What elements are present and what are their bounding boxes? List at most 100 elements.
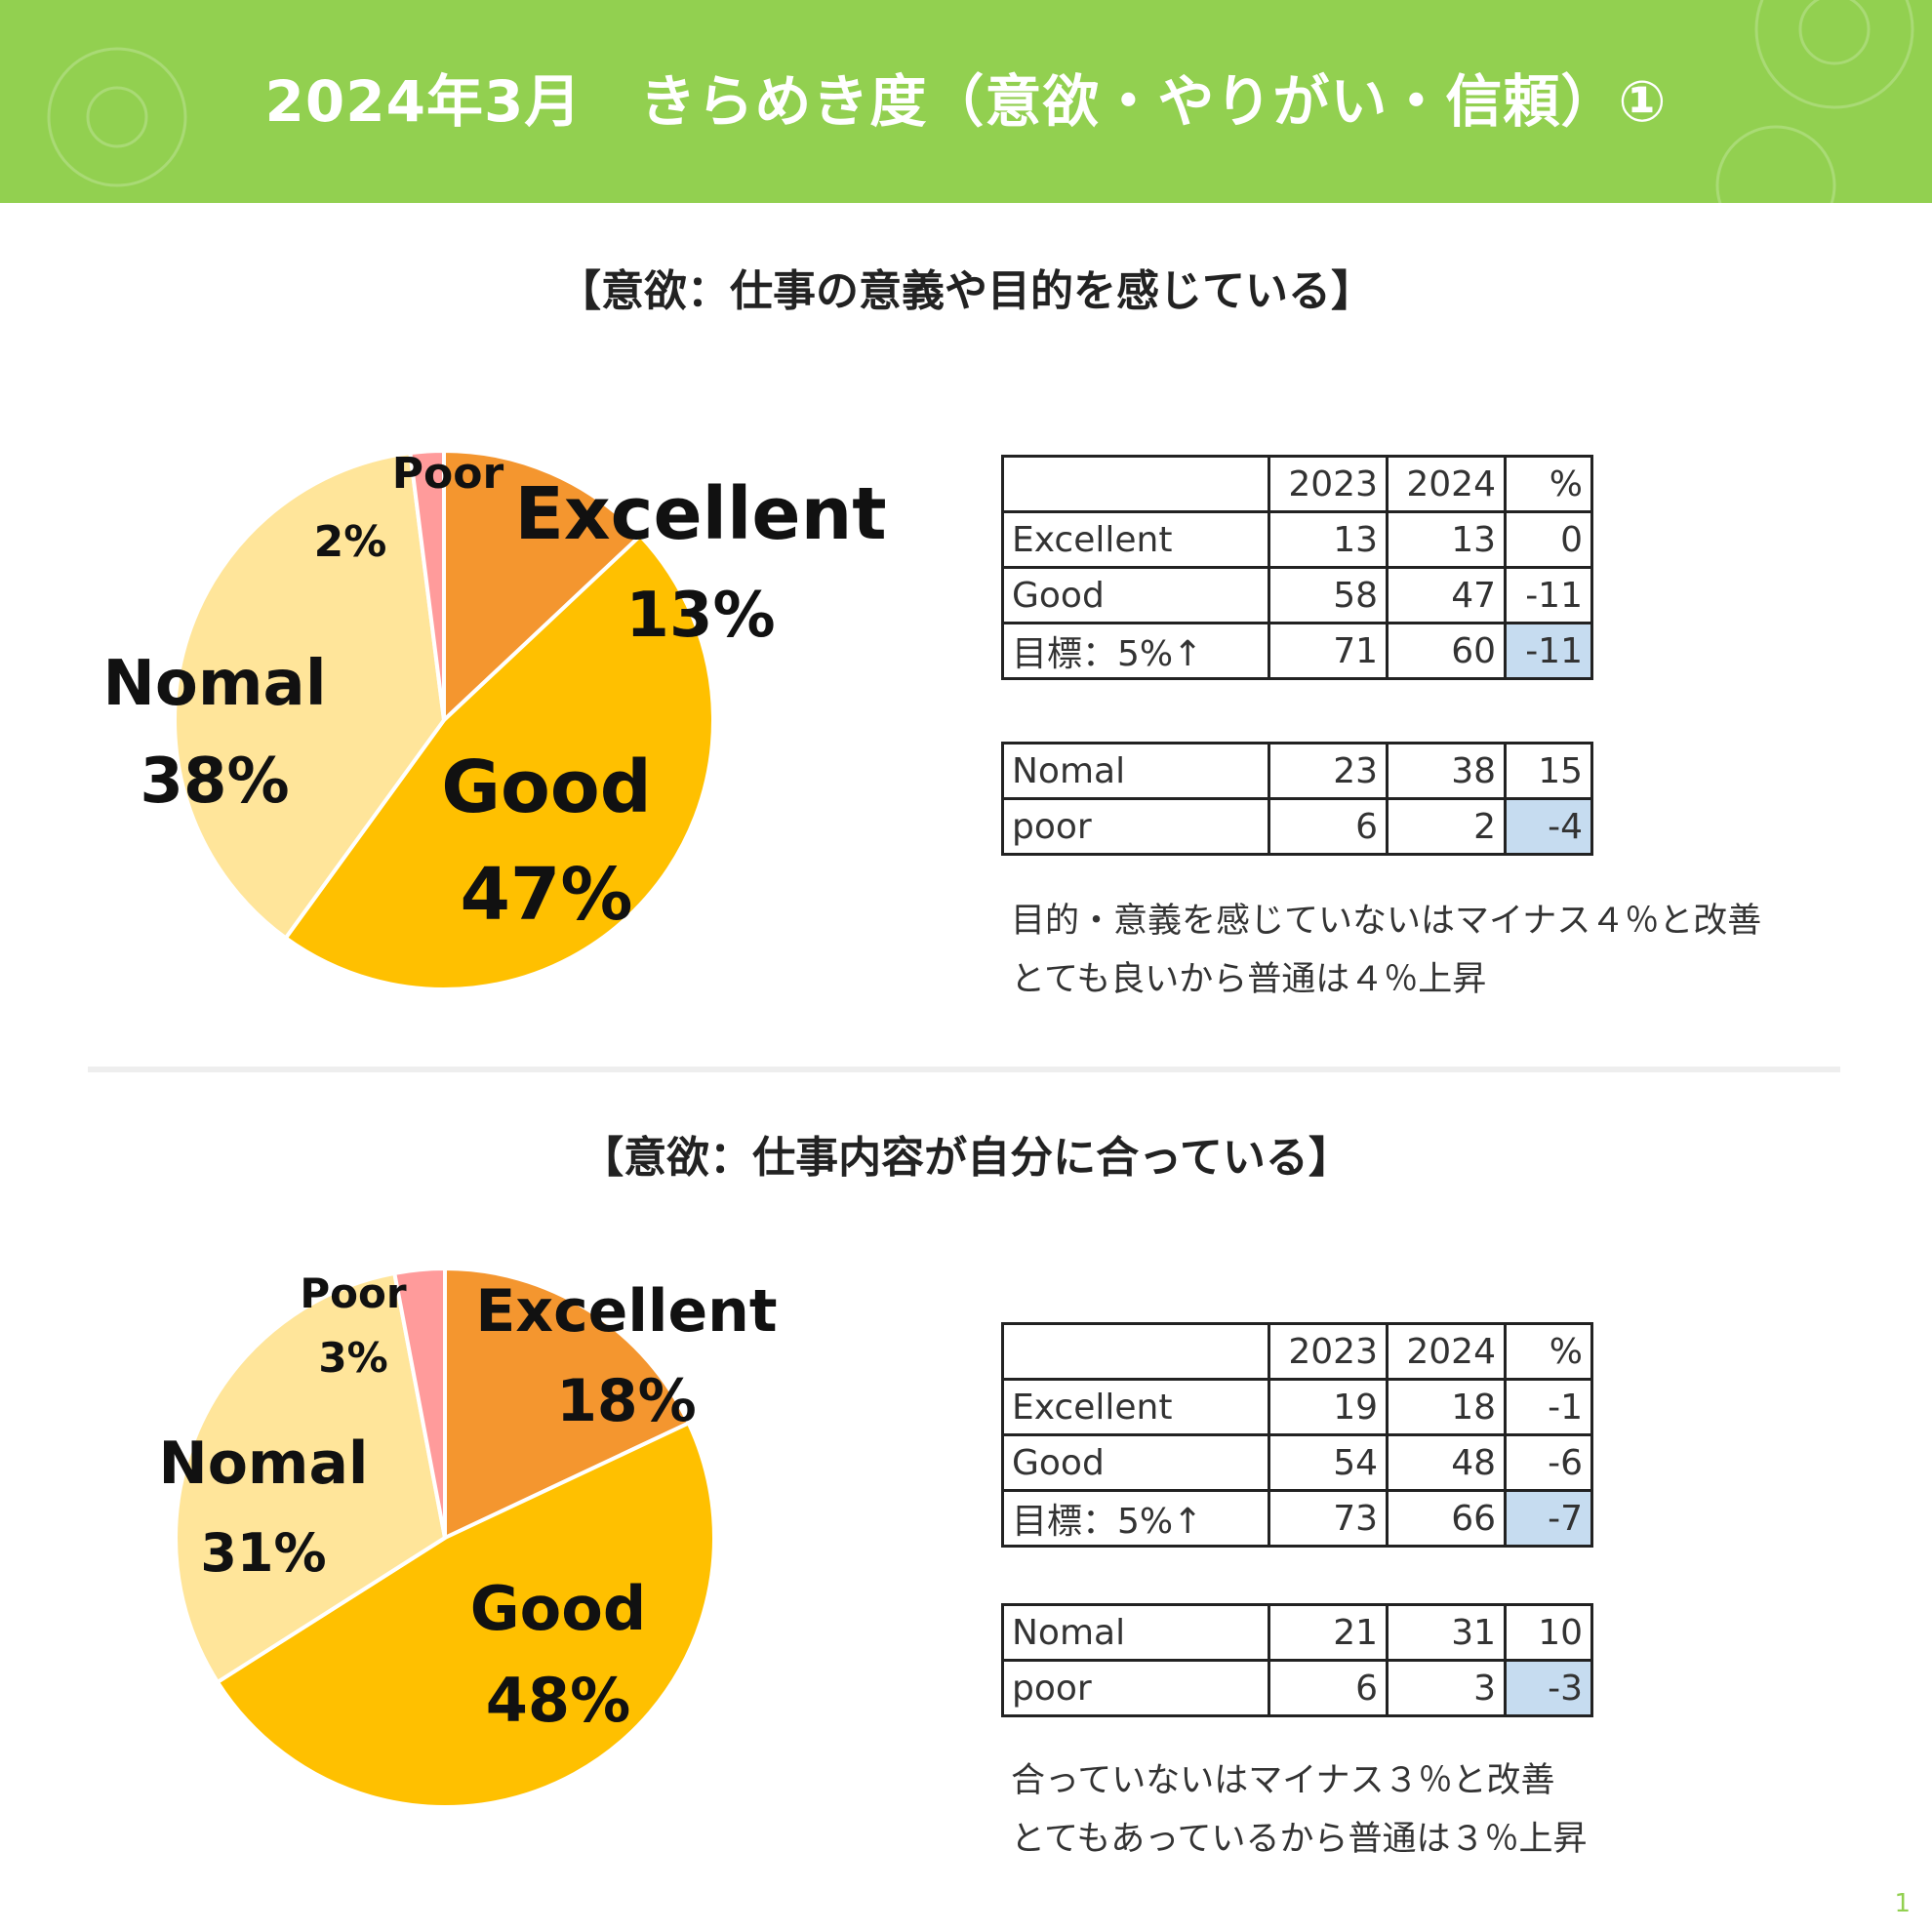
table-cell-highlight: -7: [1504, 1489, 1593, 1548]
table-cell: 58: [1268, 566, 1389, 624]
section-2-table-secondary: Nomal 21 31 10 poor 6 3 -3: [1001, 1603, 1593, 1717]
table-row: Good 54 48 -6: [1001, 1433, 1593, 1492]
pie1-slice-poor: [408, 448, 446, 721]
table-cell: Nomal: [1001, 742, 1270, 800]
table-cell: -11: [1504, 566, 1593, 624]
table-row: Excellent 19 18 -1: [1001, 1378, 1593, 1436]
table-cell-highlight: -3: [1504, 1659, 1593, 1717]
table-cell: 2024: [1386, 1322, 1507, 1381]
table-cell: %: [1504, 455, 1593, 513]
pie2-slice-poor: [391, 1266, 447, 1539]
page-title: 2024年3月 きらめき度（意欲・やりがい・信頼）①: [264, 68, 1668, 135]
pie2-slice-nomal: [174, 1270, 448, 1685]
table-cell: -6: [1504, 1433, 1593, 1492]
pie1-label-excellent-name: Excellent: [514, 472, 886, 556]
page-number: 1: [1894, 1889, 1911, 1918]
pie1-slice-excellent: [442, 448, 644, 725]
table-cell: 3: [1386, 1659, 1507, 1717]
pie2-label-good-value: 48%: [486, 1665, 630, 1736]
pie1-label-poor-name: Poor: [392, 449, 504, 499]
table-cell: 71: [1268, 622, 1389, 680]
table-cell: 19: [1268, 1378, 1389, 1436]
table-cell: [1001, 455, 1270, 513]
table-cell: Excellent: [1001, 1378, 1270, 1436]
table-row: Nomal 21 31 10: [1001, 1603, 1593, 1662]
pie2-slice-good: [215, 1420, 716, 1809]
table-cell: -1: [1504, 1378, 1593, 1436]
pie1-label-good-name: Good: [441, 745, 651, 829]
table-cell-highlight: -11: [1504, 622, 1593, 680]
section-1-table-secondary: Nomal 23 38 15 poor 6 2 -4: [1001, 742, 1593, 856]
table-cell: 73: [1268, 1489, 1389, 1548]
table-cell: %: [1504, 1322, 1593, 1381]
section-2-title: 【意欲：仕事内容が自分に合っている】: [581, 1133, 1351, 1183]
pie-chart-2: Poor 3% Excellent 18% Nomal 31% Good 48%: [158, 1266, 778, 1809]
table-cell: 2023: [1268, 455, 1389, 513]
table-row: Good 58 47 -11: [1001, 566, 1593, 624]
table-cell: Excellent: [1001, 510, 1270, 569]
table-cell: 66: [1386, 1489, 1507, 1548]
table-cell-highlight: -4: [1504, 797, 1593, 856]
pie1-slice-nomal: [173, 450, 447, 942]
table-cell: 15: [1504, 742, 1593, 800]
table-cell: Nomal: [1001, 1603, 1270, 1662]
pie2-label-poor-name: Poor: [300, 1269, 406, 1317]
table-cell: 10: [1504, 1603, 1593, 1662]
note-line: とてもあっているから普通は３％上昇: [1011, 1820, 1588, 1859]
table-cell: 31: [1386, 1603, 1507, 1662]
table-cell: [1001, 1322, 1270, 1381]
table-cell: 21: [1268, 1603, 1389, 1662]
table-cell: poor: [1001, 797, 1270, 856]
table-cell: 18: [1386, 1378, 1507, 1436]
table-header-row: 2023 2024 %: [1001, 1322, 1593, 1381]
table-cell: 13: [1386, 510, 1507, 569]
table-row: Excellent 13 13 0: [1001, 510, 1593, 569]
pie1-label-excellent-value: 13%: [625, 580, 775, 652]
table-cell: 54: [1268, 1433, 1389, 1492]
pie1-label-poor-value: 2%: [314, 517, 387, 567]
table-cell: 23: [1268, 742, 1389, 800]
table-cell: 48: [1386, 1433, 1507, 1492]
table-cell: 47: [1386, 566, 1507, 624]
table-cell: 目標：5%↑: [1001, 1489, 1270, 1548]
table-cell: 2024: [1386, 455, 1507, 513]
table-cell: 0: [1504, 510, 1593, 569]
pie2-slice-excellent: [443, 1266, 692, 1542]
pie2-label-excellent-name: Excellent: [475, 1277, 777, 1346]
pie2-label-nomal-value: 31%: [200, 1522, 326, 1584]
pie2-label-nomal-name: Nomal: [158, 1429, 368, 1498]
pie1-label-nomal-value: 38%: [140, 745, 289, 818]
section-2-table-main: 2023 2024 % Excellent 19 18 -1 Good 54 4…: [1001, 1322, 1593, 1548]
table-cell: 2: [1386, 797, 1507, 856]
section-1-title: 【意欲：仕事の意義や目的を感じている】: [558, 266, 1374, 316]
table-header-row: 2023 2024 %: [1001, 455, 1593, 513]
table-cell: poor: [1001, 1659, 1270, 1717]
section-1-note: 目的・意義を感じていないはマイナス４％と改善 とても良いから普通は４％上昇: [1011, 892, 1761, 1009]
note-line: 合っていないはマイナス３％と改善: [1011, 1761, 1555, 1800]
table-row: poor 6 2 -4: [1001, 797, 1593, 856]
table-cell: 60: [1386, 622, 1507, 680]
table-row: 目標：5%↑ 71 60 -11: [1001, 622, 1593, 680]
table-cell: Good: [1001, 1433, 1270, 1492]
table-row: Nomal 23 38 15: [1001, 742, 1593, 800]
table-cell: 13: [1268, 510, 1389, 569]
table-cell: 38: [1386, 742, 1507, 800]
pie1-label-good-value: 47%: [460, 853, 632, 937]
table-cell: 目標：5%↑: [1001, 622, 1270, 680]
table-cell: 6: [1268, 1659, 1389, 1717]
note-line: とても良いから普通は４％上昇: [1011, 960, 1487, 999]
page-header: 2024年3月 きらめき度（意欲・やりがい・信頼）①: [0, 0, 1932, 203]
section-1-table-main: 2023 2024 % Excellent 13 13 0 Good 58 47…: [1001, 455, 1593, 680]
table-row: poor 6 3 -3: [1001, 1659, 1593, 1717]
pie1-label-nomal-name: Nomal: [102, 648, 326, 720]
pie-chart-1: Poor 2% Excellent 13% Nomal 38% Good 47%: [102, 448, 887, 991]
pie2-label-poor-value: 3%: [318, 1334, 387, 1382]
flower-decoration: [47, 0, 1914, 203]
table-cell: 2023: [1268, 1322, 1389, 1381]
pie2-label-excellent-value: 18%: [556, 1367, 697, 1435]
section-divider: [88, 1067, 1840, 1072]
pie2-label-good-name: Good: [470, 1573, 646, 1644]
table-cell: 6: [1268, 797, 1389, 856]
section-2-note: 合っていないはマイナス３％と改善 とてもあっているから普通は３％上昇: [1011, 1751, 1587, 1869]
note-line: 目的・意義を感じていないはマイナス４％と改善: [1011, 902, 1762, 941]
